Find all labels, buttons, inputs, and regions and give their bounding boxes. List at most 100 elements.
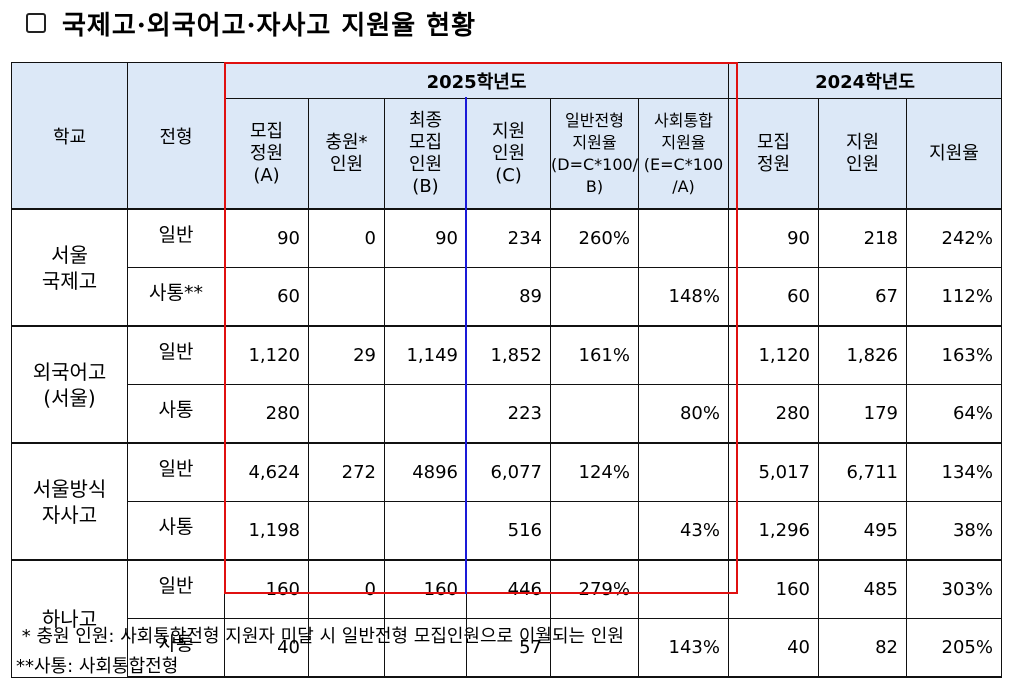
table-cell: 205%	[906, 618, 1002, 678]
table-cell: 90	[384, 208, 467, 268]
table-cell: 89	[466, 267, 551, 327]
table-cell: 4896	[384, 442, 467, 502]
table-row: 하나고 일반 160 0 160 446 279% 160 485 303%	[11, 559, 1002, 678]
table-cell: 303%	[906, 559, 1002, 619]
header-2025-col: 최종 모집 인원 (B)	[384, 98, 467, 210]
table-cell: 38%	[906, 501, 1002, 561]
table-cell: 0	[308, 559, 385, 619]
table-cell: 446	[466, 559, 551, 619]
admission-type: 사통**	[127, 267, 225, 327]
footnote-refill: * 충원 인원: 사회통합전형 지원자 미달 시 일반전형 모집인원으로 이월되…	[16, 626, 624, 647]
table-cell: 234	[466, 208, 551, 268]
header-2025-col-line: 인원	[329, 153, 364, 175]
table-cell	[550, 267, 639, 327]
table-cell: 218	[818, 208, 907, 268]
table-cell	[384, 618, 467, 678]
table-cell: 4,624	[224, 442, 309, 502]
header-2025-col-line: 인원	[491, 142, 526, 164]
table-cell: 112%	[906, 267, 1002, 327]
table-cell: 60	[728, 267, 819, 327]
table-cell: 242%	[906, 208, 1002, 268]
table-cell: 1,149	[384, 325, 467, 385]
header-2025-col: 지원 인원 (C)	[466, 98, 551, 210]
table-cell: 57	[466, 618, 551, 678]
header-2025-col-line: 지원율	[661, 132, 706, 152]
header-2025-col-line: 사회통합	[654, 110, 713, 130]
table-cell: 6,711	[818, 442, 907, 502]
table-cell: 124%	[550, 442, 639, 502]
admission-type: 사통	[127, 501, 225, 561]
header-2025-col-line: 최종	[408, 109, 443, 131]
table-row: 사통** 60 89 148% 60 67 112%	[12, 267, 1002, 327]
header-2024-col-line: 지원율	[929, 142, 979, 164]
header-year-2025: 2025학년도	[224, 62, 729, 99]
table-cell: 1,120	[224, 325, 309, 385]
table-cell: 82	[818, 618, 907, 678]
admission-type: 일반	[127, 208, 225, 268]
header-2024-col-line: 정원	[756, 153, 791, 175]
table-cell: 148%	[638, 267, 729, 327]
header-2024-col: 지원 인원	[818, 98, 907, 210]
table-cell: 29	[308, 325, 385, 385]
admission-type: 일반	[127, 559, 225, 619]
table-cell: 143%	[638, 618, 729, 678]
admission-type: 일반	[127, 442, 225, 502]
header-2024-col-line: 모집	[756, 131, 791, 153]
table-cell: 260%	[550, 208, 639, 268]
header-2025-col-line: (B)	[412, 175, 439, 197]
table-cell: 40	[728, 618, 819, 678]
table-cell: 1,852	[466, 325, 551, 385]
footnote-abbreviation: **사통: 사회통합전형	[16, 656, 179, 677]
table-cell	[308, 501, 385, 561]
header-2024-col: 지원율	[906, 98, 1002, 210]
header-2025-col-line: /A)	[672, 176, 695, 196]
applicant-rate-table: 학교 전형 2025학년도 2024학년도 모집 정원 (A) 충원* 인원 최종 모집 인원 (B) 지…	[11, 62, 1002, 678]
table-cell: 90	[224, 208, 309, 268]
table-cell: 272	[308, 442, 385, 502]
header-row-years: 학교 전형 2025학년도 2024학년도	[11, 62, 1002, 210]
table-row: 서울방식 자사고 일반 4,624 272 4896 6,077 124% 5,017 6,711…	[11, 442, 1002, 561]
header-2025-col-line: 모집	[408, 131, 443, 153]
header-2025-col-line: 일반전형	[565, 110, 624, 130]
table-row: 사통 1,198 516 43% 1,296 495 38%	[12, 501, 1002, 561]
header-2025-col: 모집 정원 (A)	[224, 98, 309, 210]
school-name-line: 하나고	[41, 606, 98, 631]
school-name: 서울 국제고	[11, 208, 128, 327]
school-name-line: 자사고	[41, 502, 98, 527]
header-2025-col-line: (D=C*100/	[551, 154, 639, 174]
header-2025-col-line: 정원	[249, 142, 284, 164]
header-2025-col-line: 모집	[249, 120, 284, 142]
school-name-line: 국제고	[41, 268, 98, 293]
table-cell: 64%	[906, 384, 1002, 444]
table-cell	[384, 267, 467, 327]
header-2025-col-line: 지원율	[572, 132, 617, 152]
admission-type: 일반	[127, 325, 225, 385]
header-2025-col-line: (C)	[495, 164, 522, 186]
header-2024-col-line: 지원	[845, 131, 880, 153]
table-cell: 60	[224, 267, 309, 327]
school-name: 서울방식 자사고	[11, 442, 128, 561]
header-2025-col: 충원* 인원	[308, 98, 385, 210]
table-cell: 223	[466, 384, 551, 444]
table-cell: 280	[728, 384, 819, 444]
title-text: 국제고·외국어고·자사고 지원율 현황	[62, 10, 477, 41]
header-type: 전형	[127, 62, 225, 210]
header-2025-col-line: B)	[585, 176, 604, 196]
table-cell: 5,017	[728, 442, 819, 502]
school-name: 하나고	[11, 559, 128, 678]
school-name-line: 외국어고	[32, 359, 107, 384]
table-cell: 160	[728, 559, 819, 619]
header-2025-col-line: 인원	[408, 153, 443, 175]
table-cell	[308, 384, 385, 444]
table-cell: 80%	[638, 384, 729, 444]
table-cell: 6,077	[466, 442, 551, 502]
table-cell: 163%	[906, 325, 1002, 385]
table-cell	[550, 384, 639, 444]
table-row: 사통 280 223 80% 280 179 64%	[12, 384, 1002, 444]
table-cell: 1,120	[728, 325, 819, 385]
header-2025-col-line: (E=C*100	[643, 154, 724, 174]
table-cell	[384, 501, 467, 561]
footnotes: * 충원 인원: 사회통합전형 지원자 미달 시 일반전형 모집인원으로 이월되…	[16, 622, 624, 682]
table-cell: 179	[818, 384, 907, 444]
table-row: 외국어고 (서울) 일반 1,120 29 1,149 1,852 161% 1,120 1,82…	[11, 325, 1002, 444]
